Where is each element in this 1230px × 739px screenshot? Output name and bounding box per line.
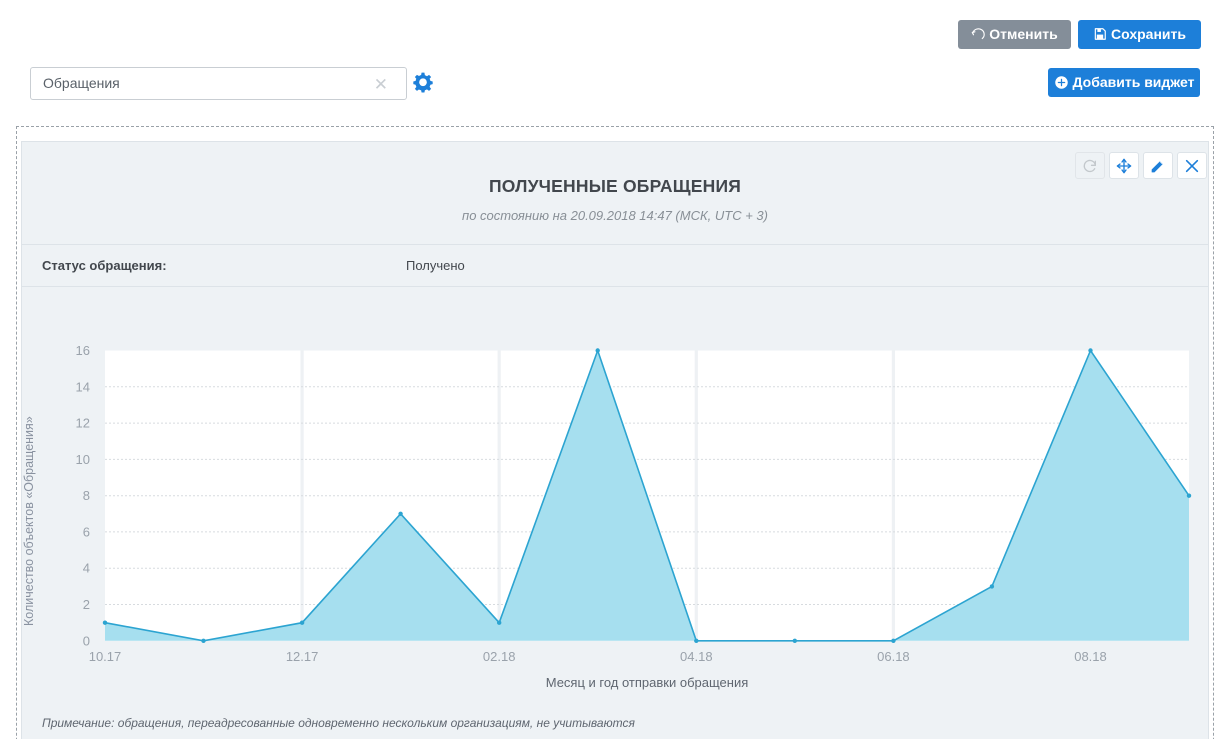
svg-text:2: 2 — [83, 597, 90, 612]
svg-text:12.17: 12.17 — [286, 649, 319, 664]
svg-text:06.18: 06.18 — [877, 649, 910, 664]
svg-text:4: 4 — [83, 561, 90, 576]
svg-text:10.17: 10.17 — [89, 649, 122, 664]
svg-text:16: 16 — [76, 343, 90, 358]
svg-text:6: 6 — [83, 524, 90, 539]
svg-text:Месяц и год отправки обращения: Месяц и год отправки обращения — [546, 675, 749, 690]
svg-text:8: 8 — [83, 488, 90, 503]
svg-text:14: 14 — [76, 379, 90, 394]
svg-text:0: 0 — [83, 633, 90, 648]
svg-text:08.18: 08.18 — [1074, 649, 1107, 664]
svg-text:12: 12 — [76, 416, 90, 431]
svg-text:02.18: 02.18 — [483, 649, 516, 664]
svg-text:04.18: 04.18 — [680, 649, 713, 664]
svg-text:10: 10 — [76, 452, 90, 467]
